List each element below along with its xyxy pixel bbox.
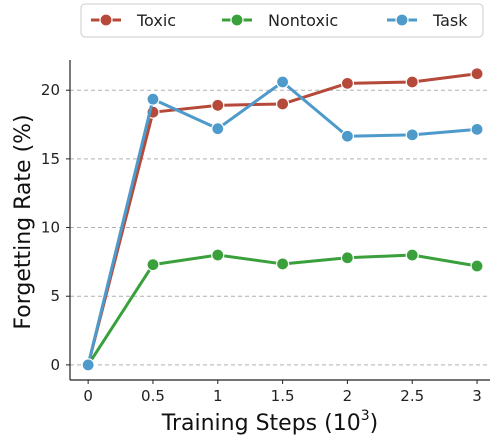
point-task-5	[405, 128, 419, 142]
point-task-1	[146, 92, 160, 106]
legend-swatch-marker-task	[395, 13, 409, 27]
point-task-2	[211, 122, 225, 136]
point-nontoxic-4	[340, 251, 355, 265]
point-task-4	[340, 129, 355, 143]
x-tick-label-0: 0	[83, 387, 93, 405]
x-tick-label-4: 2	[343, 387, 353, 405]
x-tick-label-1: 0.5	[141, 387, 165, 405]
legend-label-task: Task	[432, 11, 468, 30]
grid-lines	[70, 89, 490, 366]
point-nontoxic-3	[275, 257, 290, 271]
legend: Toxic Nontoxic Task	[80, 3, 484, 38]
point-toxic-4	[340, 76, 355, 90]
x-tick-label-2: 1	[213, 387, 223, 405]
x-tick-label-3: 1.5	[271, 387, 295, 405]
point-task-0	[81, 358, 95, 372]
point-task-3	[275, 75, 290, 89]
point-nontoxic-2	[211, 248, 225, 262]
legend-item-nontoxic: Nontoxic	[222, 11, 338, 30]
series-line-nontoxic	[86, 253, 478, 366]
x-tick-label-6: 3	[472, 387, 482, 405]
y-tick-label-2: 10	[41, 219, 60, 237]
y-tick-label-1: 5	[50, 287, 60, 305]
legend-label-nontoxic: Nontoxic	[268, 11, 338, 30]
x-axis-title: Training Steps (103)	[161, 408, 378, 436]
series-layer	[81, 67, 484, 372]
point-toxic-5	[405, 75, 419, 89]
series-task	[81, 75, 484, 372]
x-tick-label-5: 2.5	[400, 387, 424, 405]
series-toxic	[81, 67, 484, 372]
y-axis-title: Forgetting Rate (%)	[11, 114, 36, 329]
y-tick-label-0: 0	[50, 356, 60, 374]
x-axis-title-sup: 3	[361, 408, 370, 424]
x-axis-title-main: Training Steps (10	[161, 411, 361, 436]
point-toxic-2	[211, 98, 225, 112]
point-toxic-3	[275, 97, 290, 111]
y-tick-label-4: 20	[41, 81, 60, 99]
legend-label-toxic: Toxic	[136, 11, 176, 30]
tick-labels: 0 5 10 15 20 0 0.5 1 1.5 2 2.5 3	[41, 81, 482, 405]
series-line-task	[86, 80, 478, 366]
legend-swatch-marker-toxic	[99, 13, 113, 27]
legend-item-task: Task	[387, 11, 468, 30]
series-line-toxic	[86, 72, 478, 366]
point-nontoxic-6	[470, 259, 484, 273]
point-task-6	[470, 122, 484, 136]
point-toxic-6	[470, 67, 484, 81]
point-nontoxic-5	[405, 248, 419, 262]
legend-swatch-marker-nontoxic	[230, 13, 244, 27]
x-axis-title-close: )	[370, 411, 379, 436]
series-nontoxic	[81, 248, 484, 372]
axes	[69, 60, 490, 381]
legend-frame	[80, 3, 484, 38]
legend-item-toxic: Toxic	[91, 11, 176, 30]
y-tick-label-3: 15	[41, 150, 60, 168]
point-nontoxic-1	[146, 258, 160, 272]
